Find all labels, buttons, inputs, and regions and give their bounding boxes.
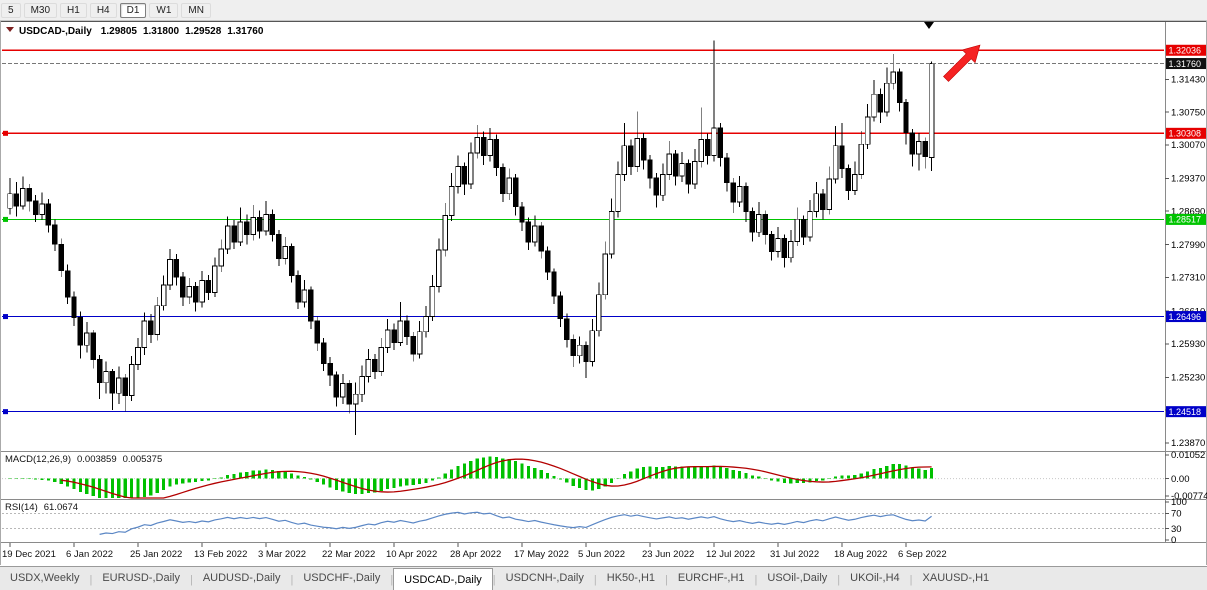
- timeframe-toolbar: 5 M30 H1 H4 D1 W1 MN: [0, 0, 1207, 21]
- rsi-line: [99, 511, 932, 535]
- timeframe-button-5[interactable]: 5: [1, 2, 21, 18]
- svg-text:31 Jul 2022: 31 Jul 2022: [770, 549, 819, 560]
- svg-text:0: 0: [1171, 535, 1176, 546]
- svg-text:1.29370: 1.29370: [1171, 174, 1205, 185]
- chart-title-marker-icon: [6, 27, 14, 32]
- chart-tab-usdchf-daily[interactable]: USDCHF-,Daily: [303, 572, 381, 584]
- chart-title: USDCAD-,Daily 1.29805 1.31800 1.29528 1.3176…: [19, 26, 264, 37]
- ohlc-high: 1.31800: [143, 26, 180, 37]
- rsi-indicator-label: RSI(14) 61.0674: [5, 502, 78, 513]
- rsi-title: RSI(14): [5, 502, 38, 513]
- tab-separator: |: [189, 573, 193, 586]
- svg-text:17 May 2022: 17 May 2022: [514, 549, 569, 560]
- svg-text:70: 70: [1171, 509, 1182, 520]
- chart-tab-audusd-daily[interactable]: AUDUSD-,Daily: [202, 572, 281, 584]
- timeframe-button-h4[interactable]: H4: [89, 2, 117, 18]
- svg-text:1.32036: 1.32036: [1169, 46, 1202, 56]
- ohlc-low: 1.29528: [185, 26, 222, 37]
- chart-tab-hk50-h1[interactable]: HK50-,H1: [606, 572, 656, 584]
- svg-text:30: 30: [1171, 524, 1182, 535]
- svg-text:1.30750: 1.30750: [1171, 107, 1205, 118]
- svg-text:12 Jul 2022: 12 Jul 2022: [706, 549, 755, 560]
- chart-canvas[interactable]: 1.31430 1.30750 1.30070 1.29370 1.28690 1.279…: [0, 20, 1207, 566]
- chart-tab-xauusd-h1[interactable]: XAUUSD-,H1: [922, 572, 990, 584]
- chart-tab-usdx-weekly[interactable]: USDX,Weekly: [10, 572, 80, 584]
- svg-text:10 Apr 2022: 10 Apr 2022: [386, 549, 437, 560]
- svg-text:13 Feb 2022: 13 Feb 2022: [194, 549, 247, 560]
- trend-arrow-object[interactable]: [943, 44, 981, 82]
- svg-text:1.27310: 1.27310: [1171, 273, 1205, 284]
- timeframe-button-w1[interactable]: W1: [149, 2, 179, 18]
- timeframe-button-m30[interactable]: M30: [23, 2, 58, 18]
- svg-text:0.00: 0.00: [1171, 474, 1190, 485]
- chart-tab-usoil-daily[interactable]: USOil-,Daily: [767, 572, 828, 584]
- svg-text:1.25930: 1.25930: [1171, 339, 1205, 350]
- chart-tabbar: USDX,Weekly | EURUSD-,Daily | AUDUSD-,Daily |…: [0, 566, 1207, 590]
- macd-indicator-label: MACD(12,26,9) 0.003859 0.005375: [5, 454, 162, 465]
- macd-value-main: 0.003859: [77, 454, 117, 465]
- chart-dynamic-layer: 1.31430 1.30750 1.30070 1.29370 1.28690 1.279…: [0, 20, 1207, 566]
- svg-text:19 Dec 2021: 19 Dec 2021: [2, 549, 56, 560]
- tab-separator: |: [837, 573, 841, 586]
- svg-text:1.30308: 1.30308: [1169, 129, 1202, 139]
- macd-signal-line: [61, 458, 932, 499]
- tab-separator: |: [909, 573, 913, 586]
- svg-text:1.31760: 1.31760: [1169, 59, 1202, 69]
- tab-separator: |: [492, 573, 496, 586]
- svg-text:1.23870: 1.23870: [1171, 438, 1205, 449]
- svg-text:1.30070: 1.30070: [1171, 140, 1205, 151]
- svg-text:23 Jun 2022: 23 Jun 2022: [642, 549, 694, 560]
- chart-tab-usdcnh-daily[interactable]: USDCNH-,Daily: [505, 572, 584, 584]
- svg-text:100: 100: [1171, 497, 1187, 508]
- svg-text:18 Aug 2022: 18 Aug 2022: [834, 549, 887, 560]
- scale-price-boxes: 1.32036 1.30308 1.28517 1.26496 1.24518 1.317…: [1166, 44, 1206, 418]
- ohlc-open: 1.29805: [101, 26, 138, 37]
- svg-text:1.28517: 1.28517: [1169, 215, 1202, 225]
- tab-separator: |: [390, 573, 394, 586]
- svg-text:1.27990: 1.27990: [1171, 240, 1205, 251]
- ohlc-close: 1.31760: [227, 26, 264, 37]
- tab-separator: |: [89, 573, 93, 586]
- timeframe-button-d1[interactable]: D1: [119, 2, 147, 18]
- svg-text:25 Jan 2022: 25 Jan 2022: [130, 549, 182, 560]
- svg-text:5 Jun 2022: 5 Jun 2022: [578, 549, 625, 560]
- svg-text:28 Apr 2022: 28 Apr 2022: [450, 549, 501, 560]
- svg-text:0.01052: 0.01052: [1171, 450, 1205, 461]
- chart-tab-eurchf-h1[interactable]: EURCHF-,H1: [677, 572, 745, 584]
- chart-region: 1.31430 1.30750 1.30070 1.29370 1.28690 1.279…: [0, 20, 1207, 566]
- svg-text:6 Jan 2022: 6 Jan 2022: [66, 549, 113, 560]
- svg-text:22 Mar 2022: 22 Mar 2022: [322, 549, 375, 560]
- candles-layer: [7, 40, 935, 436]
- svg-text:1.24518: 1.24518: [1169, 407, 1202, 417]
- chart-tab-usdcad-daily[interactable]: USDCAD-,Daily: [393, 568, 493, 590]
- svg-text:-0.00774: -0.00774: [1171, 491, 1207, 502]
- svg-text:1.26496: 1.26496: [1169, 312, 1202, 322]
- svg-text:1.25230: 1.25230: [1171, 373, 1205, 384]
- time-axis[interactable]: 19 Dec 2021 6 Jan 2022 25 Jan 2022 13 Feb 2…: [2, 543, 947, 560]
- rsi-value: 61.0674: [44, 502, 78, 513]
- macd-title: MACD(12,26,9): [5, 454, 71, 465]
- tab-separator: |: [593, 573, 597, 586]
- tab-separator: |: [665, 573, 668, 586]
- macd-value-signal: 0.005375: [123, 454, 163, 465]
- tab-separator: |: [754, 573, 758, 586]
- chart-symbol-label: USDCAD-,Daily: [19, 26, 92, 37]
- chart-tab-eurusd-daily[interactable]: EURUSD-,Daily: [102, 572, 180, 584]
- timeframe-button-h1[interactable]: H1: [60, 2, 87, 18]
- svg-text:3 Mar 2022: 3 Mar 2022: [258, 549, 306, 560]
- chart-tab-ukoil-h4[interactable]: UKOil-,H4: [850, 572, 900, 584]
- svg-text:6 Sep 2022: 6 Sep 2022: [898, 549, 947, 560]
- down-triangle-marker[interactable]: [924, 22, 934, 29]
- timeframe-button-mn[interactable]: MN: [181, 2, 211, 18]
- svg-text:1.28690: 1.28690: [1171, 206, 1205, 217]
- tab-separator: |: [290, 573, 294, 586]
- svg-text:1.31430: 1.31430: [1171, 75, 1205, 86]
